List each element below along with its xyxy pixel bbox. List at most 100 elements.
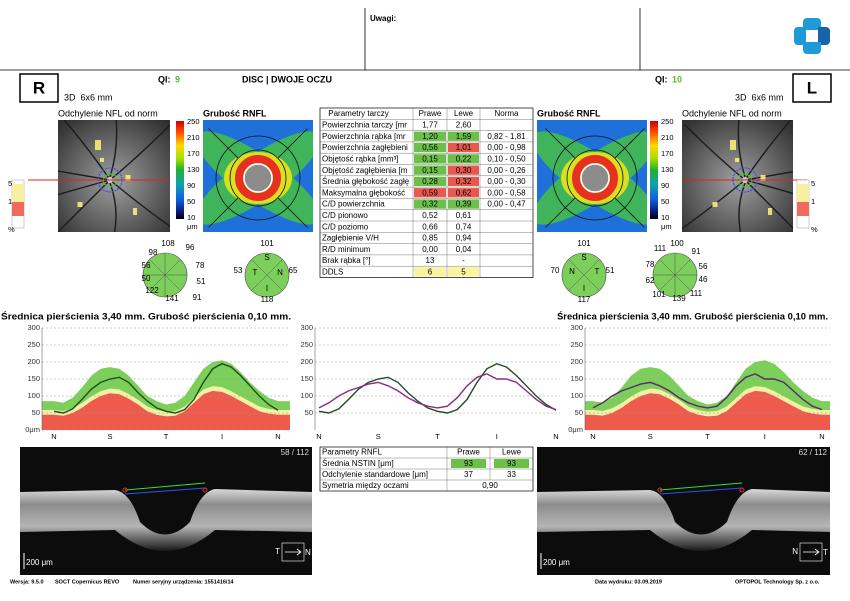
sector-value: 62 bbox=[646, 276, 655, 285]
cell-left: 0,30 bbox=[456, 166, 472, 175]
y-tick-label: 300 bbox=[300, 323, 313, 332]
deviation-bar-red bbox=[797, 202, 809, 216]
map-ring bbox=[235, 155, 281, 201]
vessel bbox=[109, 124, 170, 181]
cell-left: 0,62 bbox=[456, 188, 472, 197]
row-label: C/D poziomo bbox=[322, 222, 369, 231]
x-tick-label: N bbox=[275, 432, 280, 441]
quadrant-label: I bbox=[266, 284, 268, 293]
y-tick-label: 250 bbox=[27, 340, 40, 349]
cell-status bbox=[414, 165, 446, 175]
cell-right: 1,77 bbox=[422, 121, 438, 130]
x-tick-label: T bbox=[435, 432, 440, 441]
row-label: Odchylenie standardowe [μm] bbox=[322, 470, 428, 479]
quadrant-label: T bbox=[595, 267, 600, 276]
cell-norm: 0,10 - 0,50 bbox=[487, 154, 526, 163]
thickness-colorbar bbox=[176, 121, 184, 219]
column-header: Prawe bbox=[457, 448, 480, 457]
y-tick-label: 200 bbox=[300, 357, 313, 366]
scan-type: 3D 6x6 mm bbox=[64, 92, 113, 102]
quadrant-value: 70 bbox=[551, 266, 560, 275]
sector-value: 111 bbox=[690, 289, 703, 298]
map-circle bbox=[215, 135, 301, 221]
cell-status bbox=[448, 165, 479, 175]
x-tick-label: I bbox=[496, 432, 498, 441]
vessel bbox=[744, 120, 792, 181]
y-tick-label: 100 bbox=[570, 391, 583, 400]
direction-box bbox=[799, 542, 823, 562]
y-tick-label: 200 bbox=[570, 357, 583, 366]
y-tick-label: 100 bbox=[27, 391, 40, 400]
y-tick-label: 50 bbox=[575, 408, 583, 417]
map-ring bbox=[572, 155, 618, 201]
cell-right: 0,15 bbox=[422, 166, 438, 175]
footer-serial: Numer seryjny urządzenia: 1551416/14 bbox=[133, 579, 235, 585]
cell-symmetry: 0,90 bbox=[482, 481, 498, 490]
qi-label: QI: bbox=[655, 74, 668, 84]
x-tick-label: N bbox=[316, 432, 321, 441]
sector-line bbox=[149, 259, 181, 291]
cell-right: 13 bbox=[426, 256, 435, 265]
sector-value: 139 bbox=[672, 294, 686, 303]
retina-layers bbox=[537, 489, 830, 551]
cell-left: 1,01 bbox=[456, 143, 472, 152]
scale-label: 200 μm bbox=[543, 558, 570, 567]
colorbar-tick-label: 130 bbox=[187, 165, 200, 174]
deviation-patch bbox=[768, 208, 772, 215]
colorbar-tick-label: 50 bbox=[661, 197, 669, 206]
thickness-title: Grubość RNFL bbox=[203, 108, 267, 118]
y-tick-label: 150 bbox=[27, 374, 40, 383]
vessel bbox=[684, 124, 746, 181]
qi-value: 10 bbox=[672, 74, 682, 84]
sector-value: 141 bbox=[165, 294, 179, 303]
eye-side-box bbox=[792, 73, 832, 103]
cell-left: 5 bbox=[461, 267, 466, 276]
row-label: Średnia głębokość zagłę bbox=[322, 177, 410, 186]
remarks-label: Uwagi: bbox=[370, 14, 396, 23]
map-sector-line bbox=[614, 197, 645, 228]
scale-label: 200 μm bbox=[26, 558, 53, 567]
cell-right: 0,15 bbox=[422, 154, 438, 163]
row-label: Powierzchnia zagłębieni bbox=[322, 143, 408, 152]
y-tick-label: 300 bbox=[27, 323, 40, 332]
colorbar-unit: μm bbox=[661, 222, 672, 231]
y-tick-label: 250 bbox=[300, 340, 313, 349]
cell-right: 0,00 bbox=[422, 245, 438, 254]
sector-value: 91 bbox=[193, 293, 202, 302]
map-circle bbox=[566, 149, 624, 207]
map-circle bbox=[552, 135, 638, 221]
deviation-bar-red bbox=[12, 202, 24, 216]
series-line bbox=[53, 362, 279, 414]
x-tick-label: N bbox=[51, 432, 56, 441]
x-tick-label: N bbox=[590, 432, 595, 441]
eye-side-box bbox=[19, 73, 59, 103]
map-sector-line bbox=[277, 197, 308, 228]
row-label: R/D minimum bbox=[322, 245, 371, 254]
bmo-line bbox=[659, 482, 743, 491]
sector-value: 78 bbox=[196, 261, 205, 270]
y-tick-label: 50 bbox=[305, 408, 313, 417]
x-tick-label: I bbox=[221, 432, 223, 441]
column-header: Prawe bbox=[419, 109, 442, 118]
cell-left: 0,22 bbox=[456, 154, 472, 163]
footer-date: Data wydruku: 03.09.2019 bbox=[595, 579, 662, 585]
vessel bbox=[58, 170, 111, 181]
y-tick-label: 250 bbox=[570, 340, 583, 349]
row-label: Symetria między oczami bbox=[322, 481, 409, 490]
colorbar-tick-label: 170 bbox=[187, 149, 200, 158]
colorbar-tick-label: 170 bbox=[661, 149, 674, 158]
bmo-point bbox=[122, 487, 128, 493]
norm-band bbox=[42, 390, 290, 430]
x-tick-label: I bbox=[764, 432, 766, 441]
sector-value: 100 bbox=[670, 239, 684, 248]
logo bbox=[794, 18, 830, 54]
cell-right: 93 bbox=[464, 459, 473, 468]
cell-left: 93 bbox=[507, 459, 516, 468]
deviation-patch bbox=[100, 158, 104, 162]
vessels bbox=[682, 120, 793, 232]
deviation-tick-label: 5 bbox=[8, 179, 12, 188]
cell-left: 0,94 bbox=[456, 234, 472, 243]
row-label: Brak rąbka [°] bbox=[322, 256, 371, 265]
cell-left: 33 bbox=[507, 470, 516, 479]
sector-value: 56 bbox=[142, 261, 151, 270]
